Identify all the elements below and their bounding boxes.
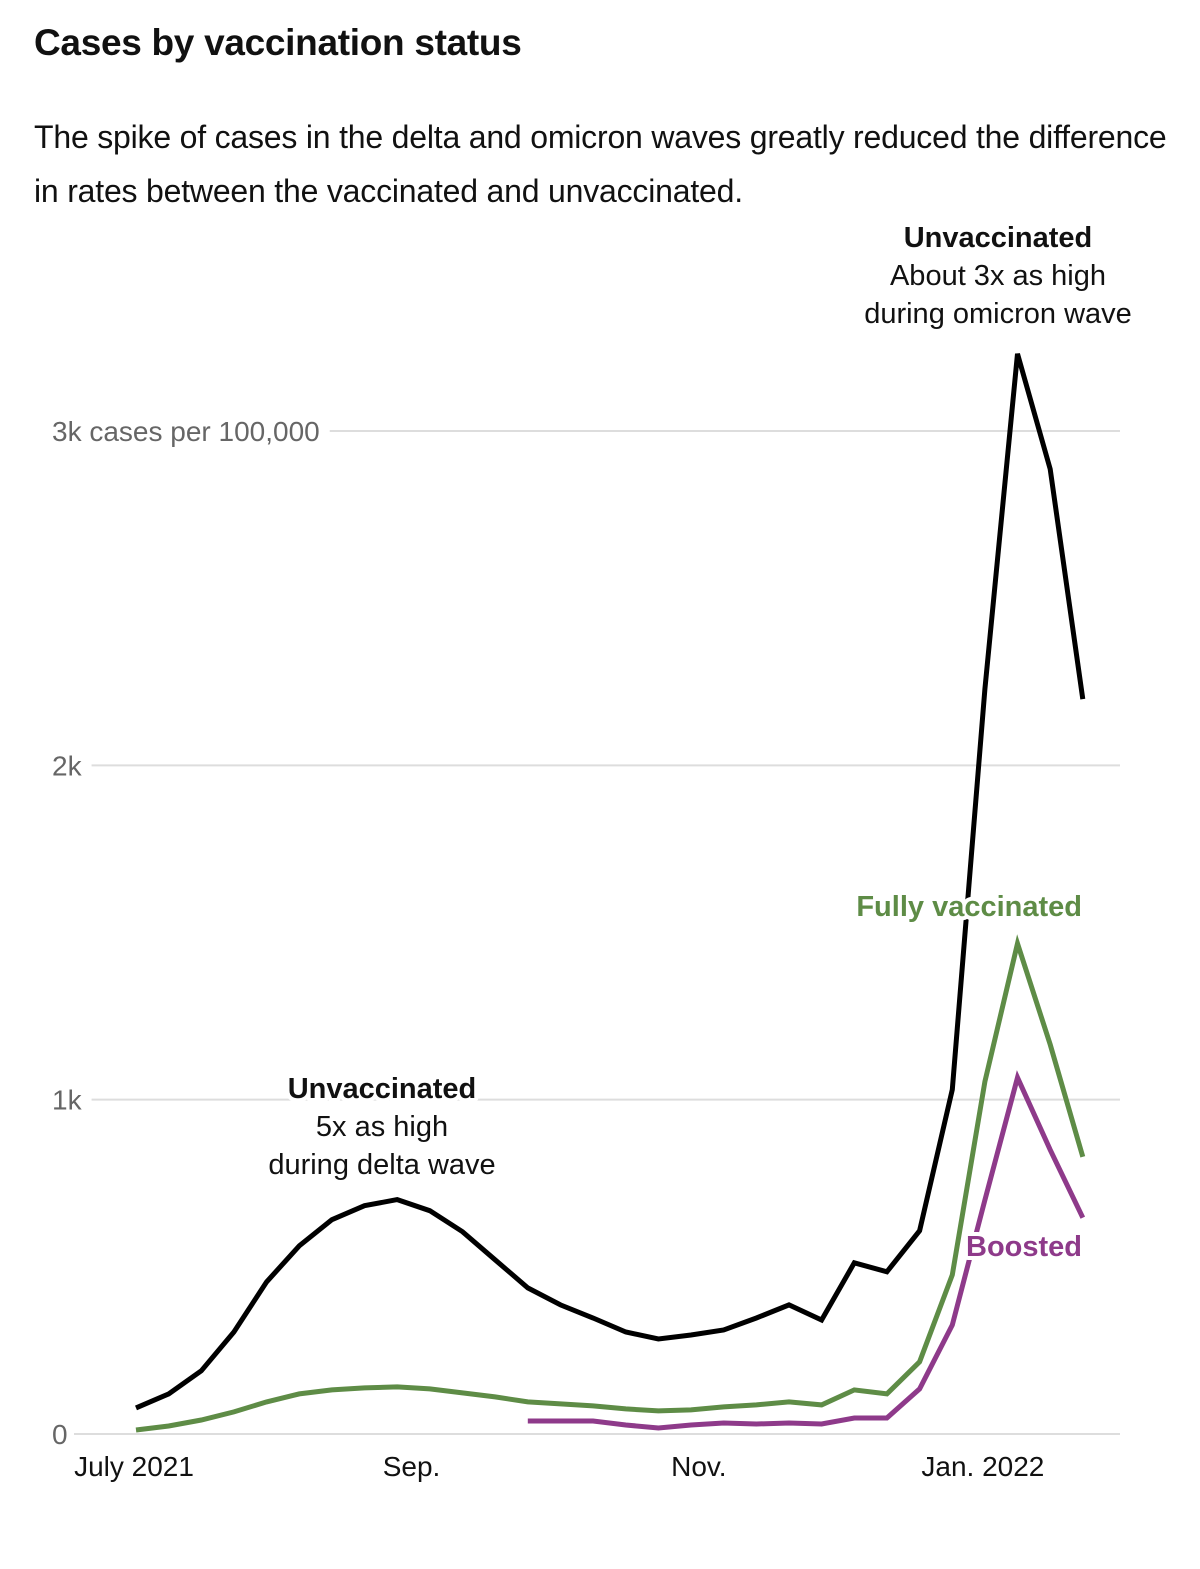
series-lines (135, 353, 1086, 1433)
series-label-fully-vaccinated: Fully vaccinated (856, 891, 1082, 923)
gridlines (74, 430, 1120, 1435)
x-tick-label: Nov. (671, 1451, 727, 1482)
series-line-fully-vaccinated (135, 934, 1086, 1433)
y-tick-label: 2k (52, 750, 83, 781)
annotations: Unvaccinated About 3x as high during omi… (264, 218, 1135, 1267)
delta-annotation-title: Unvaccinated (288, 1073, 477, 1105)
delta-annotation-line-2: during delta wave (268, 1149, 495, 1181)
chart-subtitle: The spike of cases in the delta and omic… (34, 119, 1167, 209)
delta-annotation-line-1: 5x as high (316, 1111, 448, 1143)
x-tick-label: Jan. 2022 (921, 1451, 1044, 1482)
series-line-boosted (527, 1070, 1086, 1431)
y-tick-label: 0 (52, 1419, 68, 1450)
series-line-unvaccinated (135, 353, 1086, 1411)
y-tick-label: 3k cases per 100,000 (52, 416, 320, 447)
series-label-boosted: Boosted (966, 1231, 1082, 1263)
omicron-annotation-line-2: during omicron wave (864, 298, 1132, 330)
omicron-annotation-line-1: About 3x as high (890, 260, 1106, 292)
x-tick-label: July 2021 (74, 1451, 194, 1482)
omicron-annotation-title: Unvaccinated (904, 222, 1093, 254)
x-tick-label: Sep. (383, 1451, 441, 1482)
chart-title: Cases by vaccination status (34, 22, 522, 63)
y-tick-label: 1k (52, 1085, 83, 1116)
y-axis-ticks: 0 1k 2k 3k cases per 100,000 (52, 416, 320, 1450)
x-axis-ticks: July 2021 Sep. Nov. Jan. 2022 (74, 1451, 1044, 1482)
